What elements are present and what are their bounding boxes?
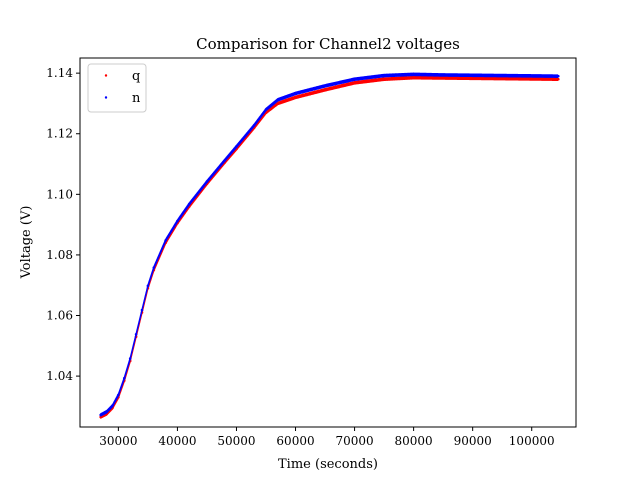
y-tick-label: 1.12 [46,127,73,141]
y-tick-label: 1.06 [46,309,73,323]
series-q [99,75,560,419]
y-tick-label: 1.04 [46,369,73,383]
data-point [556,74,560,78]
data-point [500,77,504,80]
series-layer [99,72,560,419]
x-tick-label: 80000 [395,434,433,448]
chart-title: Comparison for Channel2 voltages [196,35,460,53]
x-axis-ticks: 30000 40000 50000 60000 70000 80000 90000 10000… [99,427,555,448]
data-point [134,332,138,336]
legend: qn [87,63,147,113]
legend-label-n: n [132,91,141,106]
x-tick-label: 70000 [335,434,373,448]
x-tick-label: 60000 [276,434,314,448]
y-tick-label: 1.14 [46,66,73,80]
data-point [471,73,474,77]
x-tick-label: 100000 [509,434,555,448]
data-point [128,357,132,360]
data-point [382,74,386,77]
data-point [164,239,167,242]
data-point [122,376,126,380]
y-axis-label: Voltage (V) [19,206,34,280]
data-point [471,76,474,80]
series-n-band [100,72,559,417]
data-point [111,404,114,408]
plot-frame [79,57,577,428]
data-point [530,74,534,78]
data-point [235,145,238,148]
data-point [176,219,179,223]
data-point [187,202,191,206]
data-point [105,410,108,414]
data-point [140,308,144,312]
data-point [276,102,280,105]
data-point [252,123,256,127]
data-point [99,413,102,417]
data-point [205,180,209,183]
x-tick-label: 40000 [158,434,196,448]
data-point [223,159,226,162]
series-n [99,72,560,417]
x-tick-label: 90000 [454,434,492,448]
legend-box [87,63,147,113]
data-point [382,77,386,81]
data-point [323,84,327,88]
data-point [441,73,445,77]
data-point [276,98,280,102]
x-axis-label: Time (seconds) [278,457,378,472]
data-point [556,77,560,81]
data-point [264,108,268,111]
legend-marker-n [104,96,108,99]
legend-label-q: q [132,69,140,84]
data-point [441,76,445,80]
series-q-band [100,75,559,419]
data-point [117,393,120,397]
data-point [294,92,297,95]
data-point [353,81,356,85]
data-point [530,77,534,81]
data-point [152,266,156,269]
x-tick-label: 30000 [99,434,137,448]
data-point [412,73,415,76]
data-point [146,284,150,288]
data-point [294,96,297,99]
y-axis-ticks: 1.04 1.06 1.08 1.10 1.12 1.14 [46,66,80,383]
data-point [412,76,415,79]
data-point [323,88,327,92]
data-point [353,77,356,81]
y-tick-label: 1.08 [46,248,73,262]
x-tick-label: 50000 [217,434,255,448]
data-point [500,74,504,77]
y-tick-label: 1.10 [46,187,73,201]
legend-marker-q [104,74,108,77]
